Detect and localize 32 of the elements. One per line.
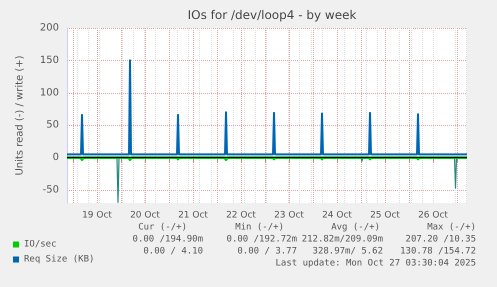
legend-label: Req Size (KB)	[24, 254, 94, 264]
y-tick-label: 200	[40, 22, 59, 34]
text: 0.00 /192.72m	[226, 234, 297, 244]
x-tick-label: 23 Oct	[274, 210, 304, 220]
text: 328.97m/ 5.62	[312, 246, 383, 256]
text: Max (-/+)	[427, 222, 476, 232]
text: 207.20 /10.35	[406, 234, 476, 244]
y-tick-label: 50	[46, 120, 59, 131]
x-tick-label: 26 Oct	[418, 210, 448, 220]
x-tick-label: 25 Oct	[370, 210, 400, 220]
y-tick-label: 100	[40, 87, 59, 98]
x-tick-label: 21 Oct	[178, 210, 208, 220]
y-tick-label: 150	[40, 54, 59, 66]
text: 0.00 /194.90m	[132, 234, 203, 244]
line-series	[66, 59, 468, 156]
x-tick-label: 24 Oct	[322, 210, 352, 220]
y-axis-title: Units read (-) / write (+)	[14, 55, 26, 176]
y-tick-label: -50	[42, 184, 59, 196]
x-tick-label: 19 Oct	[82, 210, 112, 220]
text: Avg (-/+)	[331, 222, 380, 232]
legend-label: IO/sec	[24, 240, 57, 250]
text: 0.00 / 3.77	[237, 246, 297, 256]
x-tick-label: 20 Oct	[130, 210, 160, 220]
text: 212.82m/209.09m	[302, 234, 383, 244]
text: 130.78 /154.72	[400, 246, 476, 256]
text: Last update: Mon Oct 27 03:30:04 2025	[276, 258, 476, 268]
y-tick-label: 0	[52, 152, 59, 164]
x-tick-label: 22 Oct	[226, 210, 256, 220]
text: Min (-/+)	[235, 222, 284, 232]
chart-title: IOs for /dev/loop4 - by week	[188, 8, 356, 22]
text: 0.00 / 4.10	[143, 246, 203, 256]
text: Cur (-/+)	[138, 222, 187, 232]
